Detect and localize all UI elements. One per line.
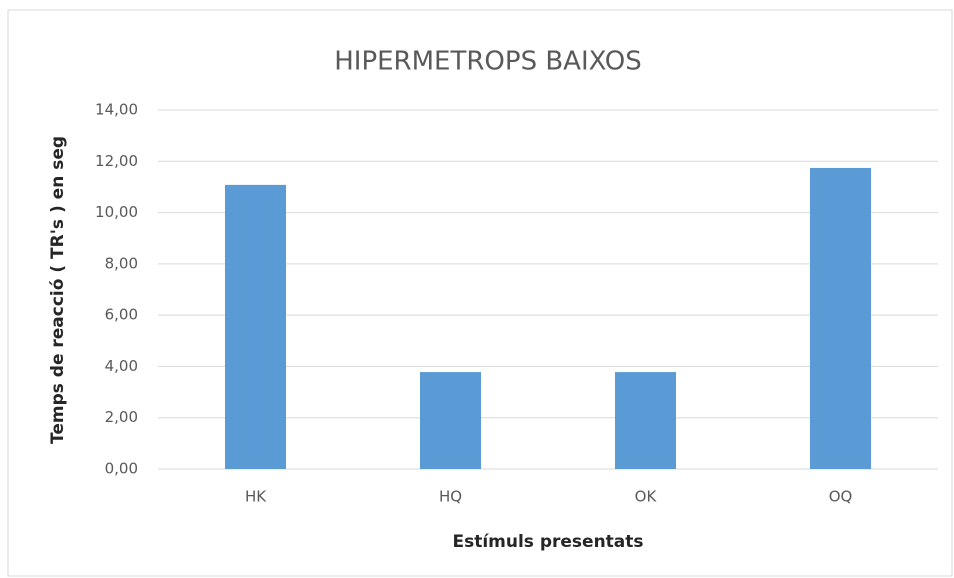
y-tick-label: 8,00 bbox=[105, 254, 138, 272]
y-tick-label: 12,00 bbox=[95, 152, 138, 170]
y-tick-label: 6,00 bbox=[105, 306, 138, 324]
x-tick-label: HQ bbox=[439, 488, 462, 506]
chart-title: HIPERMETROPS BAIXOS bbox=[334, 47, 642, 77]
bar bbox=[225, 184, 286, 469]
bar bbox=[420, 372, 481, 469]
y-axis-label: Temps de reacció ( TR's ) en seg bbox=[48, 136, 68, 444]
bar bbox=[810, 167, 871, 469]
x-tick-label: HK bbox=[245, 488, 267, 506]
y-tick-label: 10,00 bbox=[95, 203, 138, 221]
y-tick-label: 4,00 bbox=[105, 357, 138, 375]
bar bbox=[615, 372, 676, 469]
y-tick-label: 2,00 bbox=[105, 408, 138, 426]
x-tick-label: OQ bbox=[829, 488, 853, 506]
y-tick-label: 14,00 bbox=[95, 101, 138, 119]
x-tick-label: OK bbox=[635, 488, 658, 506]
x-axis-label: Estímuls presentats bbox=[452, 532, 643, 552]
chart-frame bbox=[7, 9, 953, 577]
y-tick-label: 0,00 bbox=[105, 460, 138, 478]
